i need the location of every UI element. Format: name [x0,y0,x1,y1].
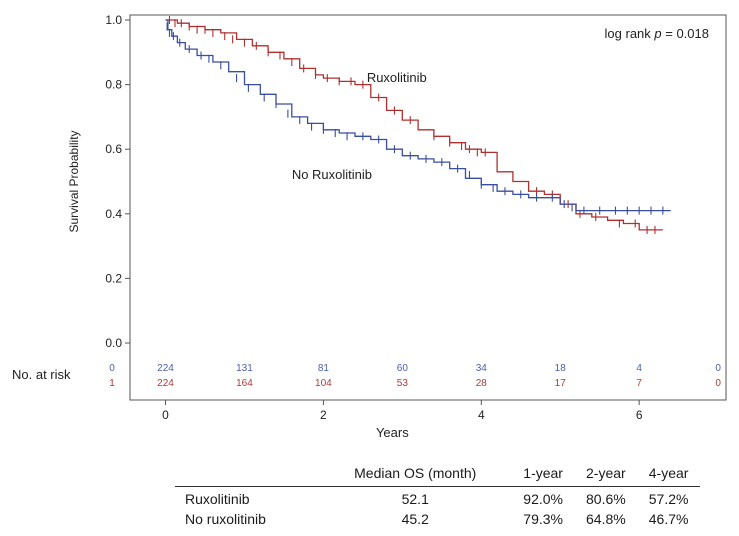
series-label-ruxolitinib: Ruxolitinib [367,70,427,85]
series-line-ruxolitinib [165,19,663,231]
risk-count: 0 [715,363,721,374]
risk-count: 164 [236,378,253,389]
risk-count: 60 [397,363,409,374]
risk-count: 104 [315,378,332,389]
series-line-no-ruxolitinib [165,19,671,212]
risk-count: 34 [476,363,488,374]
risk-count: 7 [636,378,642,389]
y-tick-label: 0.2 [105,271,122,285]
risk-row-code: 1 [109,378,115,389]
summary-table: Median OS (month) 1-year 2-year 4-year R… [175,465,700,527]
summary-header-row: Median OS (month) 1-year 2-year 4-year [175,465,700,487]
summary-1year: 92.0% [523,491,563,507]
log-rank-annotation: log rank p = 0.018 [605,26,709,41]
summary-header-1year: 1-year [511,465,575,487]
risk-table-title: No. at risk [12,367,71,382]
summary-row-no-ruxolitinib: No ruxolitinib 45.2 79.3% 64.8% 46.7% [175,507,700,527]
summary-2year: 80.6% [586,491,626,507]
y-tick-label: 0.0 [105,336,122,350]
summary-header-4year: 4-year [637,465,700,487]
risk-count: 81 [318,363,330,374]
risk-count: 4 [636,363,642,374]
risk-count: 224 [157,363,174,374]
y-tick-label: 1.0 [105,13,122,27]
summary-median-os: 45.2 [401,511,429,527]
y-tick-label: 0.6 [105,142,122,156]
summary-row-ruxolitinib: Ruxolitinib 52.1 92.0% 80.6% 57.2% [175,487,700,507]
summary-header-2year: 2-year [574,465,638,487]
risk-count: 224 [157,378,174,389]
summary-row-label: No ruxolitinib [185,511,266,527]
summary-1year: 79.3% [523,511,563,527]
series-label-no-ruxolitinib: No Ruxolitinib [292,167,372,182]
x-tick-label: 4 [478,408,485,422]
risk-count: 28 [476,378,488,389]
x-tick-label: 6 [636,408,643,422]
risk-count: 17 [555,378,567,389]
risk-count: 0 [715,378,721,389]
x-tick-label: 2 [320,408,327,422]
summary-4year: 57.2% [648,491,689,507]
risk-row-code: 0 [109,363,115,374]
summary-header-blank [175,465,319,487]
survival-chart: 0.0 0.2 0.4 0.6 0.8 1.0 0 2 4 6 Years Survival Pro… [12,13,727,440]
x-axis-label: Years [376,425,409,440]
risk-count: 53 [397,378,409,389]
summary-2year: 64.8% [586,511,626,527]
summary-row-label: Ruxolitinib [185,491,250,507]
x-tick-label: 0 [162,408,169,422]
summary-median-os: 52.1 [401,491,429,507]
risk-count: 131 [236,363,253,374]
summary-4year: 46.7% [648,511,689,527]
summary-header-median: Median OS (month) [318,465,512,487]
risk-count: 18 [555,363,567,374]
y-tick-label: 0.8 [105,78,122,92]
y-tick-label: 0.4 [105,207,122,221]
y-axis-label: Survival Probability [67,130,81,232]
plot-frame [129,14,727,401]
